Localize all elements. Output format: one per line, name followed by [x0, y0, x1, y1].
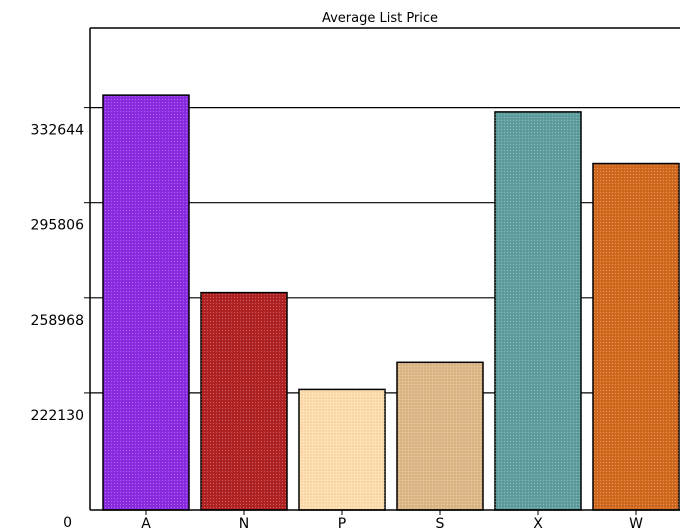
- chart-title: Average List Price: [322, 11, 438, 26]
- y-tick-label: 295806: [31, 218, 85, 234]
- y-tick-label: 222130: [31, 408, 84, 424]
- bars: [102, 94, 680, 511]
- y-tick-label: 332644: [31, 123, 85, 139]
- plot-frame: [89, 27, 680, 511]
- y-axis-tick-labels: 0 222130 258968 295806 332644: [31, 107, 90, 531]
- bar-texture: [299, 389, 385, 510]
- x-tick-label: P: [338, 516, 346, 531]
- x-tick-label: X: [533, 516, 543, 531]
- bar-texture: [103, 95, 189, 510]
- bar-texture: [397, 362, 483, 510]
- x-tick-label: S: [436, 516, 445, 531]
- x-tick-label: N: [239, 516, 249, 531]
- y-tick-label: 258968: [31, 313, 84, 329]
- x-tick-label: W: [629, 516, 643, 531]
- bar-texture: [593, 163, 679, 511]
- bar-texture: [201, 292, 287, 510]
- y-tick-label: 0: [63, 515, 72, 531]
- bar-texture: [495, 111, 581, 510]
- x-tick-label: A: [141, 516, 151, 531]
